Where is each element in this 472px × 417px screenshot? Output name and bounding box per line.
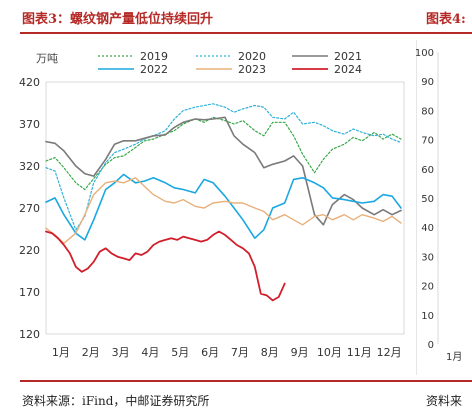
adjacent-y-tick: 100 [416, 48, 434, 59]
legend-label-2021: 2021 [334, 50, 362, 63]
title-row: 图表3：螺纹钢产量低位持续回升 图表4: [0, 0, 472, 32]
x-tick-label: 1月 [52, 346, 70, 359]
x-tick-label: 5月 [171, 346, 189, 359]
adjacent-y-tick: 70 [421, 136, 434, 147]
plot-frame [45, 81, 405, 335]
figure-title: 图表3：螺纹钢产量低位持续回升 [22, 12, 214, 27]
legend-label-2019: 2019 [140, 50, 168, 63]
series-line-2023 [45, 177, 402, 244]
adjacent-y-tick: 20 [421, 282, 434, 293]
next-figure-title: 图表4: [426, 12, 466, 27]
legend-label-2023: 2023 [238, 63, 266, 76]
series-line-2020 [45, 103, 402, 231]
y-tick-label: 320 [19, 160, 40, 173]
series-line-2022 [45, 173, 402, 241]
x-tick-label: 12月 [377, 346, 402, 359]
legend-label-2020: 2020 [238, 50, 266, 63]
x-tick-label: 10月 [317, 346, 342, 359]
x-tick-label: 6月 [201, 346, 219, 359]
series-line-2021 [45, 116, 402, 226]
unit-label: 万吨 [36, 52, 58, 65]
y-tick-label: 270 [19, 202, 40, 215]
series-line-2024 [45, 230, 286, 302]
y-tick-label: 370 [19, 118, 40, 131]
y-tick-label: 170 [19, 286, 40, 299]
x-tick-label: 3月 [112, 346, 130, 359]
next-source-note: 资料来 [426, 394, 463, 408]
source-note: 资料来源：iFind，中邮证券研究所 [22, 394, 210, 408]
y-tick-label: 120 [19, 328, 40, 341]
adjacent-x-tick: 1月 [446, 351, 462, 363]
x-tick-label: 7月 [231, 346, 249, 359]
adjacent-y-tick: 40 [421, 223, 434, 234]
series-line-2019 [45, 116, 402, 191]
y-tick-label: 220 [19, 244, 40, 257]
source-rule [20, 380, 472, 382]
adjacent-y-tick: 90 [421, 77, 434, 88]
adjacent-y-tick: 50 [421, 194, 434, 205]
line-chart: 万吨 2019 2020 2021 2022 2023 2024 120 170 220 270… [19, 50, 405, 359]
x-tick-label: 8月 [261, 346, 279, 359]
adjacent-y-tick: 10 [421, 311, 434, 322]
x-tick-label: 11月 [347, 346, 372, 359]
x-tick-label: 4月 [141, 346, 159, 359]
adjacent-y-tick: 60 [421, 165, 434, 176]
title-rule [20, 32, 472, 34]
adjacent-y-tick: 30 [421, 252, 434, 263]
y-tick-label: 420 [19, 76, 40, 89]
legend-label-2022: 2022 [140, 63, 168, 76]
x-tick-label: 9月 [291, 346, 309, 359]
x-tick-label: 2月 [82, 346, 100, 359]
legend-label-2024: 2024 [334, 63, 362, 76]
adjacent-y-tick: 80 [421, 106, 434, 117]
adjacent-y-tick: 0 [428, 340, 434, 351]
panel-separator [416, 40, 417, 375]
